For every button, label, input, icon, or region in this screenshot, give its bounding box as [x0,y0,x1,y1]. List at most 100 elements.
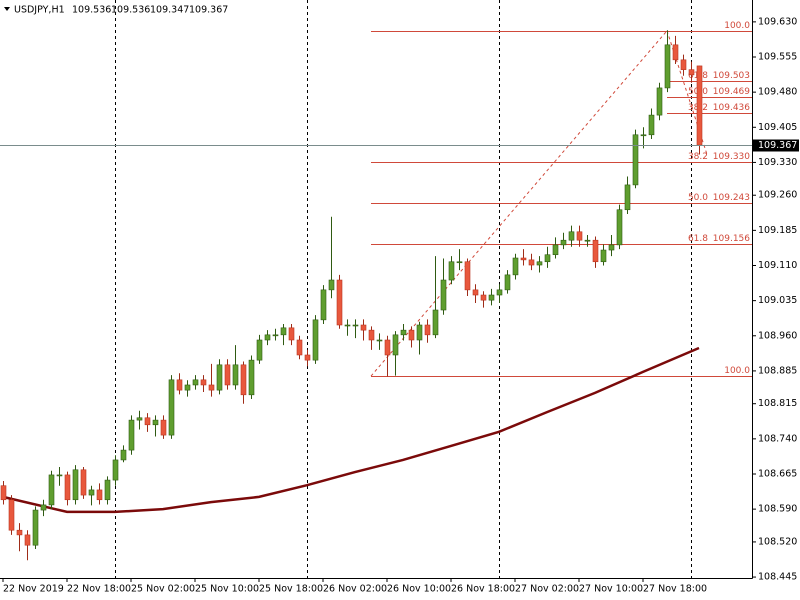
candle-body [192,379,199,386]
candle-body [368,329,375,341]
x-tick-label: 26 Nov 10:00 [387,584,451,595]
candle-body [608,244,615,251]
x-tick-label: 26 Nov 18:00 [451,584,515,595]
candle-body [536,261,543,266]
candle-body [264,334,271,341]
candle-body [640,134,647,137]
y-tick-label: 109.035 [758,295,797,306]
candle-body [384,339,391,356]
fib-price: 109.503 [713,71,750,81]
fib-ratio: 100.0 [724,21,750,31]
x-tick-label: 26 Nov 02:00 [323,584,387,595]
candle-body [416,324,423,341]
fib-ratio: 61.8 [688,234,708,244]
candle-body [96,489,103,501]
candle-body [544,254,551,263]
y-tick-label: 109.555 [758,52,797,63]
candle-body [256,339,263,361]
candle-body [672,44,679,61]
y-tick-label: 108.665 [758,468,797,479]
candle-body [64,474,71,501]
candle-body [360,324,367,331]
fib-price: 109.243 [713,193,750,203]
ohlc-open: 109.536 [72,5,111,16]
candle-body [296,339,303,356]
candle-body [568,231,575,241]
candle-body [40,504,47,511]
candle-body [144,417,151,426]
header: USDJPY,H1 109.536 109.536 109.347 109.36… [4,5,228,16]
x-tick-label: 27 Nov 10:00 [579,584,643,595]
candle-body [160,419,167,436]
fib-trend-line [370,30,668,377]
y-tick-label: 108.520 [758,536,797,547]
candle-body [16,529,23,536]
candle-body [464,261,471,291]
candle-body [136,417,143,421]
candle-body [696,65,703,146]
candle-body [400,329,407,336]
fib-price: 109.436 [713,103,750,113]
candle-body [240,364,247,396]
candle-body [88,489,95,496]
candle-body [600,249,607,263]
candle-body [8,499,15,531]
candle-body [432,309,439,336]
candle-body [496,289,503,296]
y-tick-label: 109.185 [758,225,797,236]
ma-layer [2,346,700,514]
candle-body [120,449,127,461]
candle-body [208,384,215,391]
y-tick-label: 109.405 [758,122,797,133]
candle-body [528,259,535,266]
candle-body [512,257,519,276]
candle-body [440,279,447,311]
fib-price: 109.469 [713,87,750,97]
candle-body [488,294,495,301]
current-price-box [753,139,799,152]
x-tick-label: 22 Nov 18:00 [67,584,131,595]
candle-body [576,231,583,241]
candles-layer [0,30,703,561]
x-tick-label: 25 Nov 02:00 [131,584,195,595]
ohlc-high: 109.536 [111,5,150,16]
candle-body [184,384,191,391]
candle-body [336,279,343,326]
candle-body [504,274,511,291]
fib-price: 109.330 [713,152,750,162]
candle-body [520,257,527,261]
candle-body [344,324,351,327]
candle-body [312,319,319,361]
candle-body [152,419,159,426]
y-tick-label: 108.815 [758,398,797,409]
candle-body [632,134,639,186]
x-tick-label: 22 Nov 2019 [3,584,64,595]
candle-body [456,261,463,264]
menu-arrow[interactable] [4,7,10,11]
candle-body [272,334,279,337]
y-tick-label: 109.630 [758,16,797,27]
candle-body [560,239,567,246]
candle-body [688,69,695,76]
fib-price: 109.156 [713,234,750,244]
candle-body [552,244,559,256]
y-tick-label: 109.110 [758,260,797,271]
candle-body [288,327,295,341]
candle-body [112,459,119,481]
candle-body [216,364,223,391]
candle-body [72,469,79,501]
candle-body [24,534,31,546]
candle-body [224,364,231,386]
moving-average [2,346,700,514]
candle-body [80,469,87,496]
candle-body [584,239,591,242]
candle-body [200,379,207,386]
candle-body [664,44,671,89]
candle-body [656,87,663,116]
candle-body [352,324,359,327]
candle-body [328,279,335,291]
candle-body [424,324,431,336]
candle-body [128,419,135,451]
